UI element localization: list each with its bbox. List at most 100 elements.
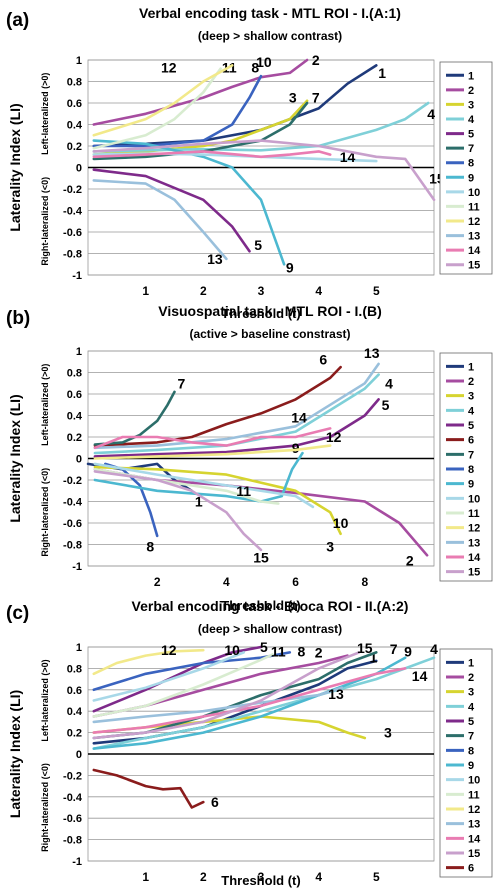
series-end-label-7: 7 <box>312 90 320 106</box>
legend-label-2: 2 <box>468 85 474 97</box>
x-tick-label: 4 <box>223 575 230 589</box>
y-tick-label: 0 <box>76 163 82 175</box>
series-end-label-13: 13 <box>364 345 380 361</box>
series-end-label-5: 5 <box>382 397 390 413</box>
y-tick-label: 0 <box>76 749 82 761</box>
series-end-label-11: 11 <box>236 483 251 499</box>
x-tick-label: 6 <box>292 575 299 589</box>
series-end-label-14: 14 <box>412 668 428 684</box>
panel-label: (a) <box>6 10 29 31</box>
y-tick-label: -0.4 <box>63 206 83 218</box>
series-line-4 <box>92 101 430 153</box>
series-end-label-12: 12 <box>161 60 177 76</box>
legend-label-13: 13 <box>468 537 480 549</box>
y-tick-label: -0.8 <box>63 249 82 261</box>
y-tick-label: -0.8 <box>63 540 82 552</box>
series-line-15 <box>93 470 263 552</box>
panel-label: (b) <box>6 308 30 329</box>
y-axis-label: Laterality Index (LI) <box>7 103 23 231</box>
legend-label-12: 12 <box>468 216 480 228</box>
legend-box <box>439 352 493 582</box>
series-end-label-14: 14 <box>291 410 307 426</box>
series-line-14 <box>93 427 332 450</box>
x-tick-label: 2 <box>200 870 207 884</box>
chart-title: Visuospatial task - MTL ROI - I.(B) <box>158 303 382 319</box>
series-line-3 <box>93 465 342 536</box>
legend-label-1: 1 <box>468 657 474 669</box>
series-end-label-8: 8 <box>297 643 305 659</box>
series-end-label-1: 1 <box>378 65 386 81</box>
series-end-label-8: 8 <box>251 60 259 76</box>
series-end-label-1: 1 <box>370 650 378 666</box>
x-tick-label: 5 <box>373 284 380 298</box>
legend-label-11: 11 <box>468 789 480 801</box>
legend-label-12: 12 <box>468 804 480 816</box>
legend-label-13: 13 <box>468 231 480 243</box>
legend-box <box>439 648 493 878</box>
panel-label: (c) <box>6 603 29 624</box>
series-line-12 <box>93 444 332 460</box>
series-end-label-8: 8 <box>146 539 154 555</box>
chart-subtitle: (deep > shallow contrast) <box>198 29 342 43</box>
y-tick-label: 0.4 <box>67 706 83 718</box>
y-tick-label: 0 <box>76 454 82 466</box>
legend-label-9: 9 <box>468 479 474 491</box>
series-end-label-10: 10 <box>333 515 349 531</box>
series-end-label-9: 9 <box>286 259 294 275</box>
legend-label-4: 4 <box>468 405 475 417</box>
y-tick-label: -0.6 <box>63 813 82 825</box>
y-tick-label: -0.6 <box>63 227 82 239</box>
series-line-14 <box>92 667 407 734</box>
series-end-label-4: 4 <box>385 375 393 391</box>
x-tick-label: 3 <box>258 284 265 298</box>
legend-label-15: 15 <box>468 848 480 860</box>
legend-label-4: 4 <box>468 701 475 713</box>
series-line-11 <box>92 67 222 150</box>
panel-b: (b) Visuospatial task - MTL ROI - I.(B) (a… <box>6 303 493 613</box>
legend-label-6: 6 <box>468 863 474 875</box>
legend-label-4: 4 <box>468 114 475 126</box>
x-axis-label: Threshold (t) <box>221 873 300 888</box>
legend-label-1: 1 <box>468 361 474 373</box>
legend-label-14: 14 <box>468 833 481 845</box>
y-tick-label: 1 <box>76 346 82 358</box>
y-tick-label: 1 <box>76 642 82 654</box>
legend-label-1: 1 <box>468 70 474 82</box>
legend-label-14: 14 <box>468 245 481 257</box>
y-tick-label: 0.8 <box>67 663 82 675</box>
series-end-label-2: 2 <box>315 644 323 660</box>
series-end-label-3: 3 <box>326 539 334 555</box>
legend-label-12: 12 <box>468 523 480 535</box>
series-end-label-7: 7 <box>390 641 398 657</box>
y-tick-label: 0.4 <box>67 120 83 132</box>
y-tick-label: 0.4 <box>67 411 83 423</box>
series-line-13 <box>92 686 344 724</box>
series-end-label-6: 6 <box>211 794 219 810</box>
series-line-5 <box>92 168 251 253</box>
legend-label-11: 11 <box>468 508 480 520</box>
chart-title: Verbal encoding task - MTL ROI - I.(A:1) <box>139 5 401 21</box>
y-axis-label-negative: Right-lateralized (<0) <box>40 763 50 852</box>
series-end-label-10: 10 <box>256 54 272 70</box>
series-line-6 <box>92 768 205 809</box>
series-line-12 <box>92 64 234 137</box>
y-tick-label: -1 <box>72 856 82 868</box>
series-line-8 <box>92 74 263 148</box>
y-tick-label: -1 <box>72 270 82 282</box>
y-tick-label: -0.4 <box>63 792 83 804</box>
y-tick-label: 0.8 <box>67 368 82 380</box>
series-line-15 <box>92 651 361 740</box>
series-line-15 <box>92 139 436 202</box>
series-line-10 <box>93 462 315 509</box>
y-tick-label: 0.6 <box>67 389 82 401</box>
legend-label-5: 5 <box>468 716 474 728</box>
series-end-label-3: 3 <box>384 725 392 741</box>
legend-label-14: 14 <box>468 552 481 564</box>
y-tick-label: 0.6 <box>67 98 82 110</box>
chart-title: Verbal encoding task - Broca ROI - II.(A… <box>132 598 409 614</box>
legend-label-10: 10 <box>468 775 480 787</box>
